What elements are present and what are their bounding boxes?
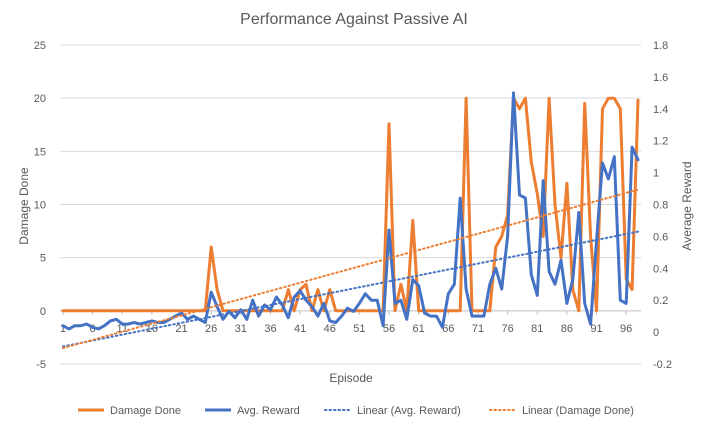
x-tick-label: 66 — [442, 323, 454, 335]
y-left-tick-label: 25 — [34, 40, 46, 52]
y-right-tick-label: 1.2 — [653, 136, 668, 148]
x-tick-label: 76 — [501, 323, 513, 335]
x-tick-label: 11 — [117, 323, 128, 335]
legend-label: Linear (Avg. Reward) — [357, 405, 461, 417]
y-left-tick-label: 15 — [34, 146, 46, 158]
y-right-tick-label: 0.8 — [653, 200, 668, 212]
x-tick-label: 46 — [324, 323, 336, 335]
y-left-tick-label: 5 — [40, 253, 46, 265]
x-tick-label: 36 — [264, 323, 276, 335]
y-left-tick-label: 20 — [34, 93, 46, 105]
y-left-tick-label: 10 — [34, 200, 46, 212]
x-tick-label: 86 — [561, 323, 573, 335]
trendline — [61, 188, 640, 350]
y-left-tick-label: -5 — [36, 359, 46, 371]
chart-title: Performance Against Passive AI — [240, 11, 468, 28]
legend-item: Linear (Damage Done) — [489, 405, 634, 417]
x-axis-title: Episode — [329, 371, 373, 385]
legend-label: Damage Done — [110, 405, 181, 417]
x-tick-label: 91 — [590, 323, 602, 335]
x-tick-label: 51 — [353, 323, 365, 335]
y-axis-left-title: Damage Done — [17, 167, 31, 245]
x-tick-label: 81 — [531, 323, 543, 335]
y-right-tick-label: 1.4 — [653, 104, 668, 116]
y-right-tick-label: 1.6 — [653, 72, 668, 84]
x-tick-label: 21 — [175, 323, 187, 335]
legend-label: Linear (Damage Done) — [522, 405, 634, 417]
trendline — [61, 230, 640, 348]
y-right-tick-label: 1.8 — [653, 40, 668, 52]
y-right-tick-label: -0.2 — [653, 359, 672, 371]
legend-label: Avg. Reward — [237, 405, 300, 417]
x-tick-label: 31 — [235, 323, 247, 335]
y-right-tick-label: 0.2 — [653, 295, 668, 307]
legend-item: Avg. Reward — [205, 405, 300, 417]
y-right-tick-label: 1 — [653, 168, 659, 180]
x-tick-label: 56 — [383, 323, 395, 335]
y-right-tick-label: 0.4 — [653, 263, 668, 275]
x-tick-label: 26 — [205, 323, 217, 335]
y-right-tick-label: 0 — [653, 327, 659, 339]
x-tick-label: 1 — [60, 323, 66, 335]
plot-area — [61, 91, 640, 350]
x-tick-label: 96 — [620, 323, 632, 335]
y-axis-left: -5 0 5 10 15 20 25 — [34, 40, 46, 371]
legend-item: Linear (Avg. Reward) — [324, 405, 461, 417]
legend-item: Damage Done — [78, 405, 181, 417]
legend: Damage Done Avg. Reward Linear (Avg. Rewar… — [78, 405, 634, 417]
x-tick-label: 6 — [90, 323, 96, 335]
x-tick-label: 61 — [413, 323, 425, 335]
x-tick-label: 41 — [294, 323, 306, 335]
y-right-tick-label: 0.6 — [653, 231, 668, 243]
x-tick-label: 71 — [472, 323, 484, 335]
y-axis-right-title: Average Reward — [680, 161, 694, 250]
y-left-tick-label: 0 — [40, 306, 46, 318]
y-axis-right: -0.2 0 0.2 0.4 0.6 0.8 1 1.2 1.4 1.6 1.8 — [653, 40, 672, 371]
